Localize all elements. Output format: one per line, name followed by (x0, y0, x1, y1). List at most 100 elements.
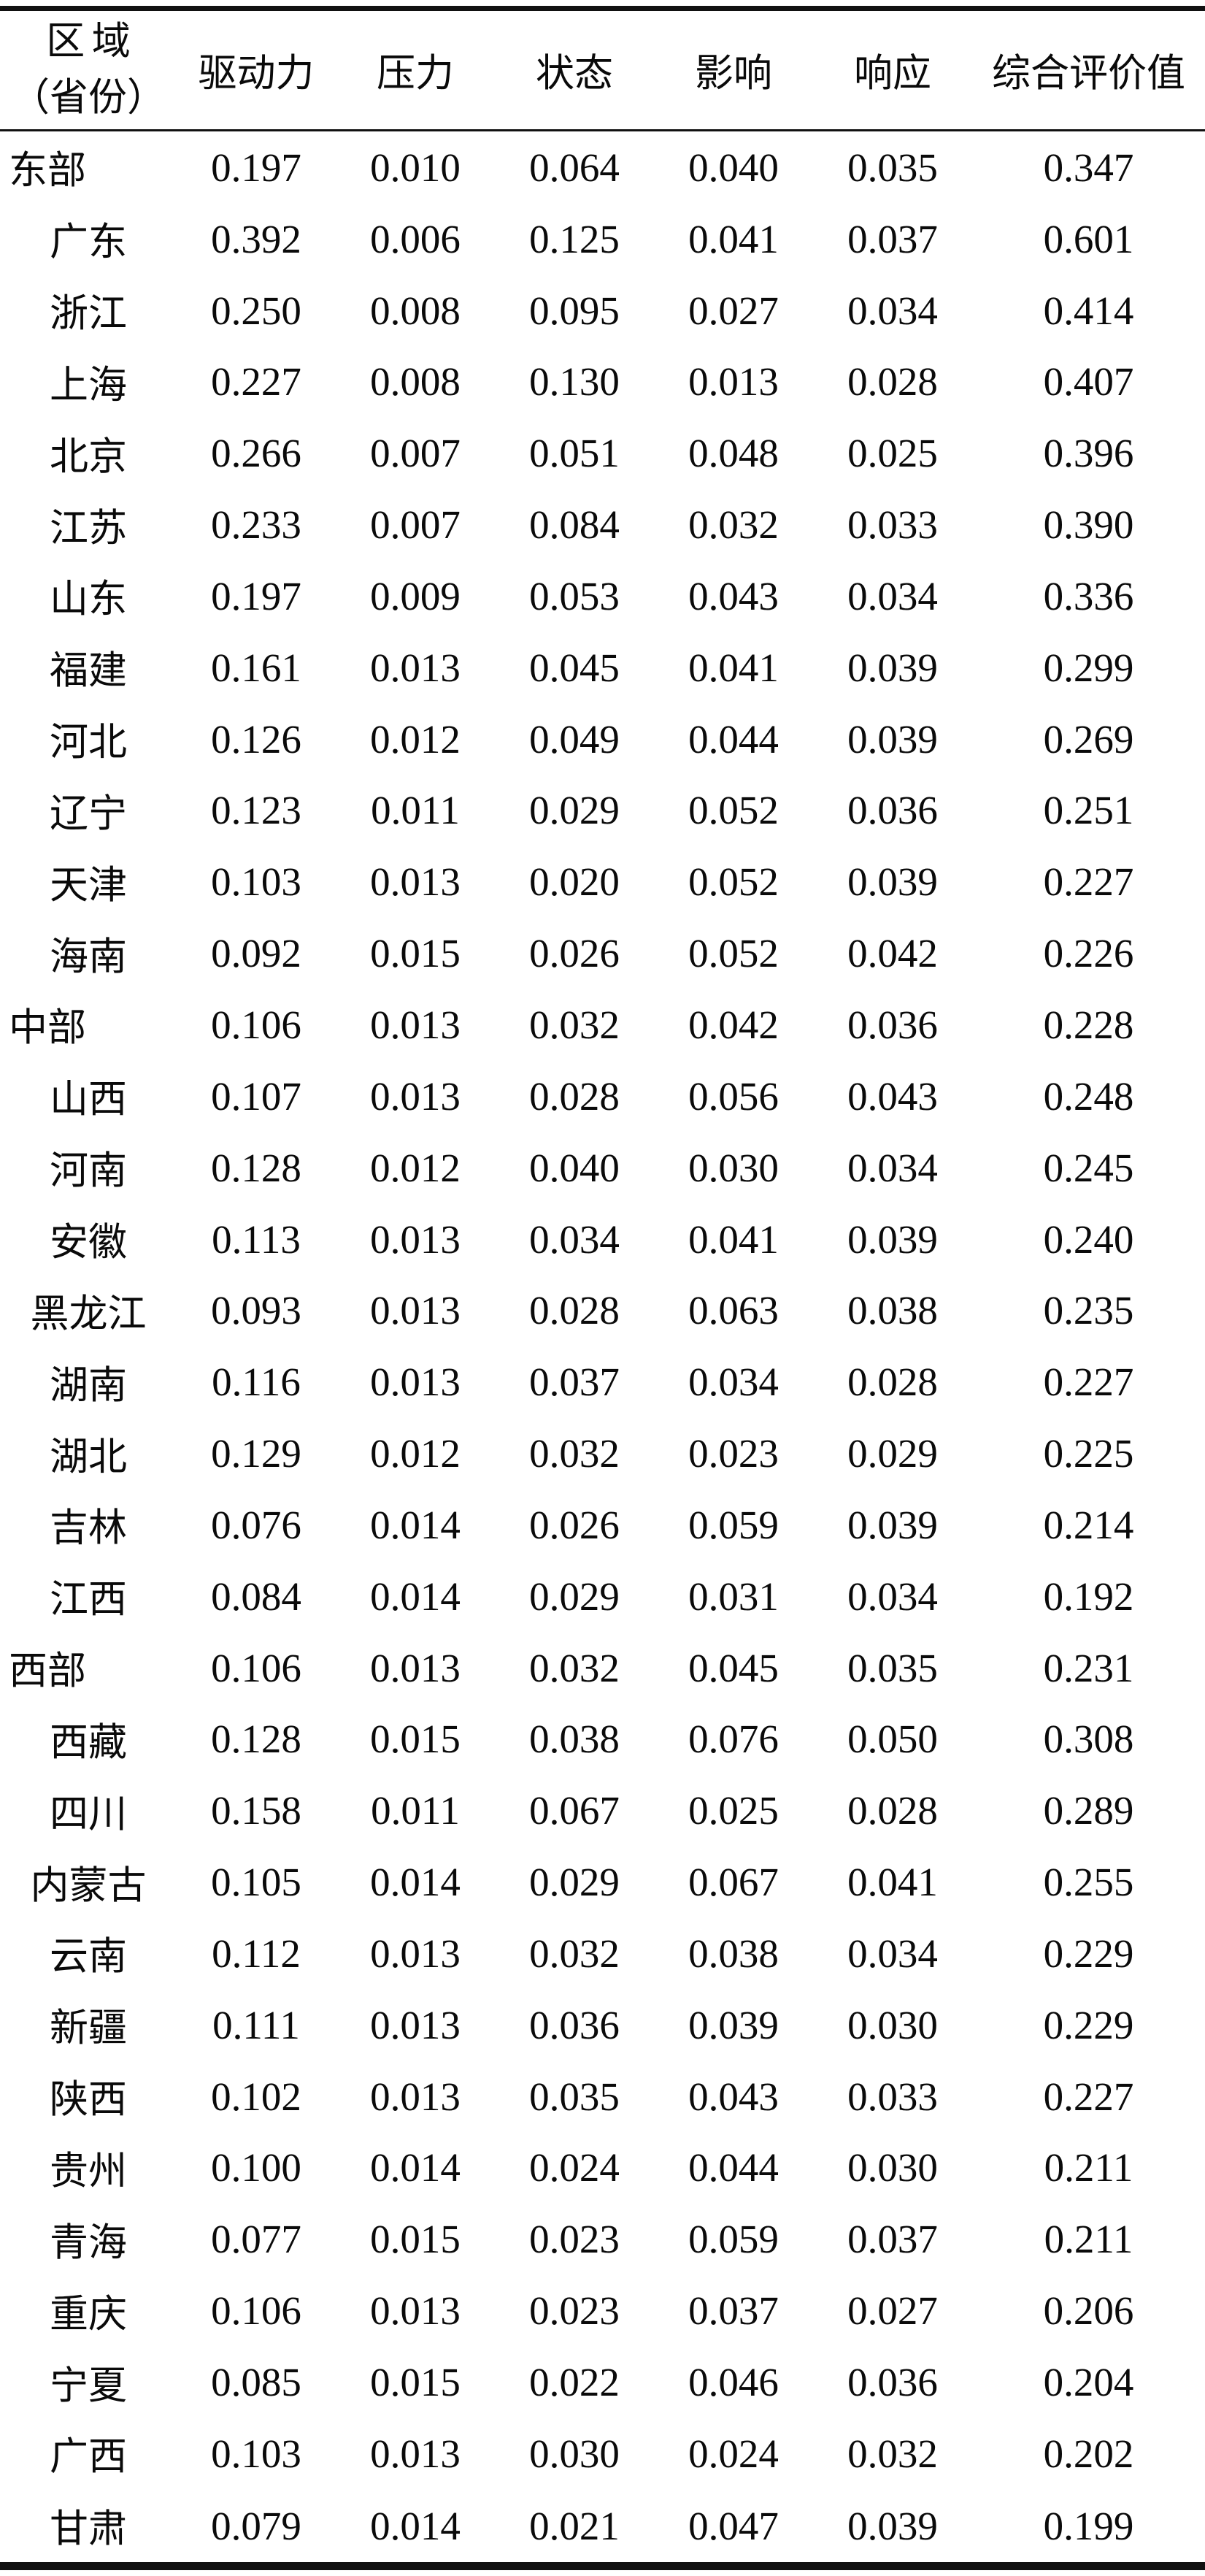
cell-composite-score: 0.228 (1043, 1002, 1134, 1047)
row-label: 宁夏 (50, 2364, 127, 2407)
cell-impact: 0.076 (688, 1717, 779, 1762)
table-row: 广东 0.392 0.006 0.125 0.041 0.037 0.601 (0, 203, 1205, 275)
row-label: 甘肃 (50, 2508, 127, 2551)
header-region-line2: （省份） (11, 77, 166, 119)
cell-state: 0.028 (529, 1073, 620, 1119)
cell-composite-score: 0.204 (1043, 2360, 1134, 2405)
cell-state: 0.032 (529, 1431, 620, 1476)
cell-state: 0.038 (529, 1717, 620, 1762)
row-label: 陕西 (50, 2079, 127, 2122)
cell-composite-score: 0.211 (1044, 2217, 1133, 2262)
cell-pressure: 0.015 (370, 931, 461, 976)
cell-impact: 0.056 (688, 1073, 779, 1119)
table-row: 浙江 0.250 0.008 0.095 0.027 0.034 0.414 (0, 275, 1205, 346)
cell-impact: 0.041 (688, 645, 779, 690)
cell-pressure: 0.013 (370, 2288, 461, 2334)
cell-impact: 0.037 (688, 2288, 779, 2334)
cell-pressure: 0.013 (370, 1002, 461, 1047)
cell-response: 0.034 (847, 1573, 938, 1619)
cell-driving-force: 0.250 (211, 288, 301, 333)
cell-state: 0.023 (529, 2217, 620, 2262)
cell-impact: 0.052 (688, 931, 779, 976)
cell-response: 0.039 (847, 1502, 938, 1547)
cell-driving-force: 0.116 (212, 1360, 301, 1405)
cell-driving-force: 0.233 (211, 502, 301, 548)
table-row: 安徽 0.113 0.013 0.034 0.041 0.039 0.240 (0, 1203, 1205, 1275)
cell-composite-score: 0.336 (1043, 573, 1134, 618)
cell-response: 0.036 (847, 1002, 938, 1047)
cell-composite-score: 0.231 (1043, 1645, 1134, 1690)
document-page: 区域 （省份） 驱动力 压力 状态 影响 响应 综合评价值 东部 0.197 0… (0, 6, 1205, 2576)
cell-response: 0.037 (847, 216, 938, 261)
cell-state: 0.026 (529, 1502, 620, 1547)
cell-state: 0.125 (529, 216, 620, 261)
cell-driving-force: 0.100 (211, 2145, 301, 2190)
cell-state: 0.020 (529, 859, 620, 905)
cell-pressure: 0.007 (370, 431, 461, 476)
row-label: 上海 (50, 364, 127, 407)
cell-impact: 0.034 (688, 1360, 779, 1405)
cell-response: 0.050 (847, 1717, 938, 1762)
cell-state: 0.032 (529, 1002, 620, 1047)
cell-pressure: 0.015 (370, 2360, 461, 2405)
cell-state: 0.064 (529, 145, 620, 190)
cell-composite-score: 0.240 (1043, 1216, 1134, 1262)
cell-composite-score: 0.269 (1043, 716, 1134, 762)
header-driving-force: 驱动力 (198, 53, 315, 95)
cell-composite-score: 0.299 (1043, 645, 1134, 690)
table-row: 河北 0.126 0.012 0.049 0.044 0.039 0.269 (0, 703, 1205, 775)
cell-driving-force: 0.106 (211, 1002, 301, 1047)
cell-driving-force: 0.085 (211, 2360, 301, 2405)
row-label: 山东 (50, 578, 127, 621)
cell-pressure: 0.014 (370, 2145, 461, 2190)
cell-impact: 0.063 (688, 1288, 779, 1333)
cell-impact: 0.067 (688, 1860, 779, 1905)
header-state: 状态 (536, 53, 613, 95)
cell-response: 0.043 (847, 1073, 938, 1119)
cell-impact: 0.030 (688, 1145, 779, 1190)
row-label: 江西 (50, 1579, 127, 1622)
cell-state: 0.022 (529, 2360, 620, 2405)
cell-pressure: 0.014 (370, 1502, 461, 1547)
cell-composite-score: 0.407 (1043, 359, 1134, 405)
cell-pressure: 0.006 (370, 216, 461, 261)
cell-impact: 0.059 (688, 2217, 779, 2262)
cell-response: 0.039 (847, 1216, 938, 1262)
cell-pressure: 0.013 (370, 1073, 461, 1119)
cell-response: 0.027 (847, 2288, 938, 2334)
cell-driving-force: 0.079 (211, 2503, 301, 2548)
row-label: 新疆 (50, 2007, 127, 2050)
cell-pressure: 0.013 (370, 1360, 461, 1405)
cell-impact: 0.027 (688, 288, 779, 333)
cell-driving-force: 0.197 (211, 573, 301, 618)
cell-pressure: 0.013 (370, 2002, 461, 2047)
cell-driving-force: 0.092 (211, 931, 301, 976)
cell-state: 0.026 (529, 931, 620, 976)
cell-state: 0.040 (529, 1145, 620, 1190)
table-row: 甘肃 0.079 0.014 0.021 0.047 0.039 0.199 (0, 2489, 1205, 2566)
cell-state: 0.021 (529, 2503, 620, 2548)
cell-impact: 0.048 (688, 431, 779, 476)
cell-driving-force: 0.111 (212, 2002, 300, 2047)
cell-response: 0.039 (847, 645, 938, 690)
cell-driving-force: 0.113 (212, 1216, 301, 1262)
header-region-line1: 区域 (46, 20, 138, 64)
cell-response: 0.033 (847, 2074, 938, 2119)
cell-impact: 0.032 (688, 502, 779, 548)
cell-impact: 0.041 (688, 216, 779, 261)
cell-state: 0.045 (529, 645, 620, 690)
cell-response: 0.034 (847, 288, 938, 333)
cell-impact: 0.042 (688, 1002, 779, 1047)
row-label: 西藏 (50, 1721, 127, 1764)
table-row: 青海 0.077 0.015 0.023 0.059 0.037 0.211 (0, 2204, 1205, 2275)
table-row: 西藏 0.128 0.015 0.038 0.076 0.050 0.308 (0, 1703, 1205, 1775)
cell-state: 0.130 (529, 359, 620, 405)
table-row: 内蒙古 0.105 0.014 0.029 0.067 0.041 0.255 (0, 1847, 1205, 1918)
cell-pressure: 0.007 (370, 502, 461, 548)
row-label: 浙江 (50, 293, 127, 336)
row-label: 河北 (50, 721, 127, 764)
cell-composite-score: 0.214 (1043, 1502, 1134, 1547)
table-row: 云南 0.112 0.013 0.032 0.038 0.034 0.229 (0, 1918, 1205, 1990)
table-row: 西部 0.106 0.013 0.032 0.045 0.035 0.231 (0, 1632, 1205, 1703)
cell-composite-score: 0.289 (1043, 1788, 1134, 1833)
